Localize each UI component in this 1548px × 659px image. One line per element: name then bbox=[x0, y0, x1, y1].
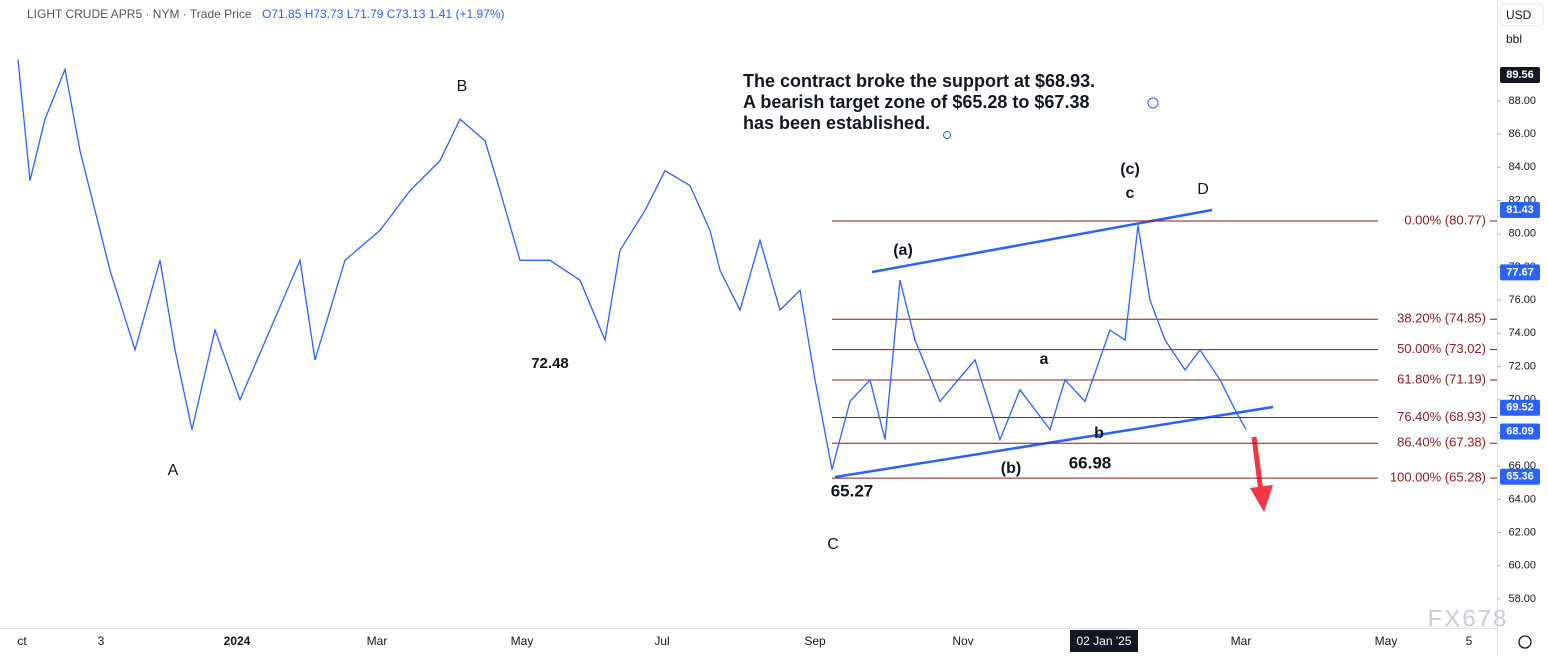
price-badge-label: 68.09 bbox=[1506, 425, 1534, 437]
wave-label: A bbox=[168, 462, 179, 479]
y-tick-label: 58.00 bbox=[1508, 593, 1536, 605]
y-tick-label: 64.00 bbox=[1508, 493, 1536, 505]
price-badge-label: 77.67 bbox=[1506, 266, 1534, 278]
wave-label: (b) bbox=[1001, 460, 1021, 477]
x-label-highlight bbox=[1070, 630, 1138, 652]
handle bbox=[943, 131, 951, 139]
fib-label: 61.80% (71.19) bbox=[1397, 371, 1486, 386]
x-tick-label: 02 Jan '25 bbox=[1076, 634, 1131, 648]
fib-label: 86.40% (67.38) bbox=[1397, 435, 1486, 450]
price-badge-label: 69.52 bbox=[1506, 402, 1534, 414]
symbol: LIGHT CRUDE APR5 · NYM · Trade Price bbox=[27, 7, 252, 21]
fib-label: 38.20% (74.85) bbox=[1397, 311, 1486, 326]
price-badge bbox=[1500, 201, 1540, 218]
y-tick-label: 80.00 bbox=[1508, 228, 1536, 240]
y-tick-label: 74.00 bbox=[1508, 327, 1536, 339]
price-badge-label: 81.43 bbox=[1506, 204, 1534, 216]
currency: USD bbox=[1506, 8, 1532, 22]
wave-label: c bbox=[1126, 185, 1135, 202]
arrow bbox=[1251, 436, 1264, 493]
unit[interactable]: bbl bbox=[1506, 32, 1522, 46]
y-tick-label: 84.00 bbox=[1508, 161, 1536, 173]
y-tick-label: 76.00 bbox=[1508, 294, 1536, 306]
wave-label: b bbox=[1094, 425, 1104, 442]
price-badge bbox=[1500, 468, 1540, 485]
price-badge bbox=[1500, 399, 1540, 416]
wave-label: 65.27 bbox=[831, 481, 874, 500]
settings-icon[interactable] bbox=[1518, 635, 1532, 649]
ohlc: O71.85 H73.73 L71.79 C73.13 1.41 (+1.97%… bbox=[262, 7, 505, 21]
wave-label: 72.48 bbox=[531, 355, 569, 372]
wave-label: (a) bbox=[893, 242, 913, 259]
fib-label: 0.00% (80.77) bbox=[1404, 212, 1486, 227]
price-line bbox=[17, 59, 1247, 470]
fib-label: 50.00% (73.02) bbox=[1397, 341, 1486, 356]
fib-label: 76.40% (68.93) bbox=[1397, 409, 1486, 424]
y-tick-label: 86.00 bbox=[1508, 128, 1536, 140]
x-tick-label: May bbox=[1375, 634, 1398, 648]
price-badge bbox=[1500, 423, 1540, 440]
handle bbox=[1147, 97, 1159, 109]
price-badge bbox=[1500, 67, 1540, 84]
price-badge-label: 65.36 bbox=[1506, 471, 1534, 483]
y-tick-label: 60.00 bbox=[1508, 560, 1536, 572]
note-line: has been established. bbox=[743, 113, 930, 133]
trend-line bbox=[871, 208, 1213, 274]
wave-label: D bbox=[1197, 181, 1209, 198]
x-tick-label: Jul bbox=[654, 634, 669, 648]
watermark: FX678 bbox=[1428, 605, 1509, 632]
wave-label: 66.98 bbox=[1069, 453, 1112, 472]
wave-label: (c) bbox=[1120, 161, 1140, 178]
y-tick-label: 72.00 bbox=[1508, 360, 1536, 372]
currency-select[interactable] bbox=[1500, 3, 1544, 27]
y-tick-label: 88.00 bbox=[1508, 95, 1536, 107]
price-badge-label: 89.56 bbox=[1506, 69, 1534, 81]
fib-label: 100.00% (65.28) bbox=[1390, 470, 1486, 485]
note-line: The contract broke the support at $68.93… bbox=[743, 71, 1095, 91]
wave-label: a bbox=[1040, 351, 1049, 368]
x-tick-label: 3 bbox=[98, 634, 105, 648]
x-tick-label: Nov bbox=[952, 634, 973, 648]
x-tick-label: May bbox=[511, 634, 534, 648]
x-tick-label: 2024 bbox=[224, 634, 251, 648]
x-tick-label: Mar bbox=[367, 634, 388, 648]
x-tick-label: Mar bbox=[1231, 634, 1252, 648]
x-tick-label: 5 bbox=[1466, 634, 1473, 648]
note-line: A bearish target zone of $65.28 to $67.3… bbox=[743, 92, 1089, 112]
x-tick-label: Sep bbox=[804, 634, 826, 648]
trend-line bbox=[834, 405, 1274, 479]
wave-label: B bbox=[457, 78, 468, 95]
price-badge bbox=[1500, 264, 1540, 281]
arrow-head bbox=[1250, 485, 1273, 512]
y-tick-label: 62.00 bbox=[1508, 526, 1536, 538]
wave-label: C bbox=[827, 536, 839, 553]
x-tick-label: ct bbox=[17, 634, 27, 648]
